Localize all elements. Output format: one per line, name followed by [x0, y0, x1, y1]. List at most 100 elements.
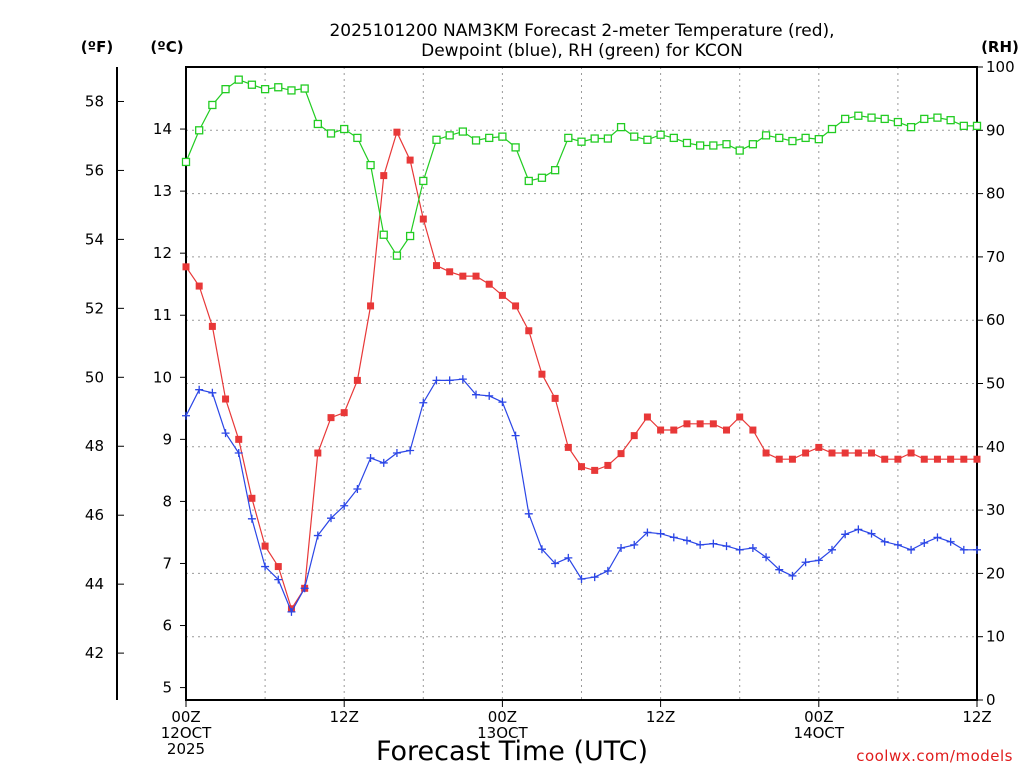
rh-point: [247, 80, 257, 89]
2-meter-temperature-point: [657, 426, 665, 434]
celsius-tick-label: 12: [153, 244, 172, 262]
dewpoint-point: [814, 556, 823, 565]
dewpoint-point: [656, 529, 665, 538]
2-meter-temperature-point: [182, 263, 190, 271]
2-meter-temperature-point: [868, 449, 876, 457]
dewpoint-point: [182, 411, 190, 420]
fahrenheit-tick-label: 58: [85, 92, 104, 110]
dewpoint-point: [485, 391, 494, 400]
dewpoint-point: [379, 458, 388, 467]
rh-point: [643, 135, 652, 144]
dewpoint-point: [524, 509, 533, 518]
2-meter-temperature-point: [538, 370, 546, 378]
rh-tick-label: 0: [986, 691, 996, 709]
dewpoint-point: [353, 485, 362, 493]
rh-point: [287, 86, 296, 95]
2-meter-temperature-point: [683, 420, 691, 428]
2-meter-temperature-point: [393, 128, 401, 136]
2-meter-temperature-point: [314, 449, 322, 457]
fahrenheit-tick-label: 54: [85, 230, 104, 248]
dewpoint-point: [564, 553, 573, 562]
rh-point: [748, 140, 758, 149]
2-meter-temperature-point: [208, 322, 216, 330]
rh-point: [550, 166, 560, 175]
dewpoint-point: [643, 528, 652, 537]
time-tick-label: 12Z: [962, 708, 991, 726]
dewpoint-point: [748, 543, 757, 552]
dewpoint-point: [696, 540, 705, 549]
rh-tick-label: 80: [986, 185, 1005, 203]
celsius-ticks: 5 6 7 8 9 10 11 12 13 14: [153, 120, 186, 697]
dewpoint-point: [247, 514, 256, 523]
rh-point: [458, 127, 468, 136]
dewpoint-point: [261, 562, 270, 571]
celsius-tick-label: 8: [162, 492, 172, 510]
2-meter-temperature-point: [775, 455, 783, 463]
2-meter-temperature-line: [185, 130, 977, 611]
rh-point: [524, 176, 533, 186]
2-meter-temperature-series: [182, 128, 981, 613]
dewpoint-point: [959, 545, 968, 554]
rh-point: [577, 137, 586, 146]
rh-point: [906, 122, 916, 132]
series-group: [181, 75, 982, 616]
rh-point: [603, 134, 613, 143]
rh-point: [537, 173, 547, 182]
dewpoint-point: [854, 525, 863, 534]
dewpoint-point: [920, 538, 929, 547]
rh-point: [722, 140, 731, 149]
dewpoint-point: [590, 573, 599, 582]
2-meter-temperature-point: [340, 409, 348, 417]
2-meter-temperature-point: [670, 426, 678, 434]
2-meter-temperature-point: [854, 449, 862, 457]
dewpoint-point: [880, 537, 889, 546]
time-tick-label: 00Z: [804, 708, 833, 726]
rh-point: [419, 176, 428, 186]
rh-point: [946, 116, 955, 125]
fahrenheit-tick-label: 44: [85, 575, 104, 593]
2-meter-temperature-point: [591, 466, 599, 474]
dewpoint-point: [577, 574, 586, 583]
rh-point: [814, 135, 823, 144]
rh-point: [485, 133, 494, 143]
rh-point: [801, 133, 810, 143]
celsius-tick-label: 10: [153, 368, 172, 386]
2-meter-temperature-point: [933, 455, 941, 463]
celsius-tick-label: 9: [162, 430, 172, 448]
rh-point: [854, 111, 863, 120]
2-meter-temperature-point: [261, 542, 269, 550]
rh-point: [880, 114, 889, 124]
rh-tick-label: 60: [986, 311, 1005, 329]
2-meter-temperature-point: [498, 291, 506, 299]
fahrenheit-tick-label: 42: [85, 644, 104, 662]
2-meter-temperature-point: [248, 494, 256, 502]
dewpoint-point: [775, 565, 784, 574]
dewpoint-point: [735, 545, 744, 554]
2-meter-temperature-point: [419, 215, 427, 223]
celsius-tick-label: 6: [162, 617, 172, 635]
rh-ticks: 0 10 20 30 40 50 60 70 80 90 100: [977, 58, 1015, 709]
2-meter-temperature-point: [353, 376, 361, 384]
2-meter-temperature-point: [235, 435, 243, 443]
dewpoint-point: [406, 446, 415, 455]
2-meter-temperature-point: [762, 449, 770, 457]
fahrenheit-ticks: 42 44 46 48 50 52 54 56 58: [85, 92, 124, 662]
dewpoint-point: [933, 533, 942, 542]
celsius-tick-label: 7: [162, 554, 172, 572]
rh-point: [326, 129, 336, 138]
dewpoint-point: [392, 449, 401, 458]
dewpoint-point: [709, 539, 718, 548]
dewpoint-point: [893, 540, 902, 549]
rh-point: [300, 84, 309, 93]
rh-point: [379, 230, 388, 239]
dewpoint-point: [827, 545, 836, 554]
2-meter-temperature-point: [709, 420, 717, 428]
rh-point: [208, 100, 217, 110]
2-meter-temperature-point: [472, 272, 480, 280]
2-meter-temperature-point: [696, 420, 704, 428]
dewpoint-point: [340, 501, 349, 510]
rh-point: [260, 85, 270, 94]
rh-point: [195, 126, 204, 135]
fahrenheit-tick-label: 50: [85, 368, 104, 386]
